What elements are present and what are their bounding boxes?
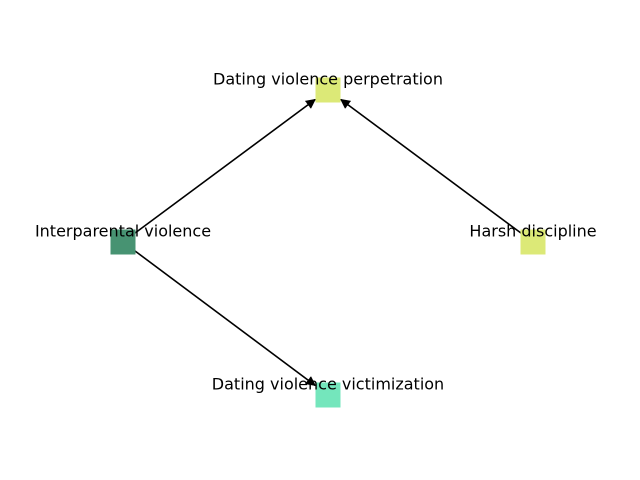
edge-interparental-to-victimization xyxy=(134,250,315,385)
node-label-interparental-violence: Interparental violence xyxy=(35,222,211,241)
edge-interparental-to-perpetration xyxy=(134,100,315,234)
node-label-dating-violence-perpetration: Dating violence perpetration xyxy=(213,70,443,89)
node-label-dating-violence-victimization: Dating violence victimization xyxy=(212,375,444,394)
node-label-harsh-discipline: Harsh discipline xyxy=(469,222,596,241)
edge-harsh-to-perpetration xyxy=(341,100,522,234)
